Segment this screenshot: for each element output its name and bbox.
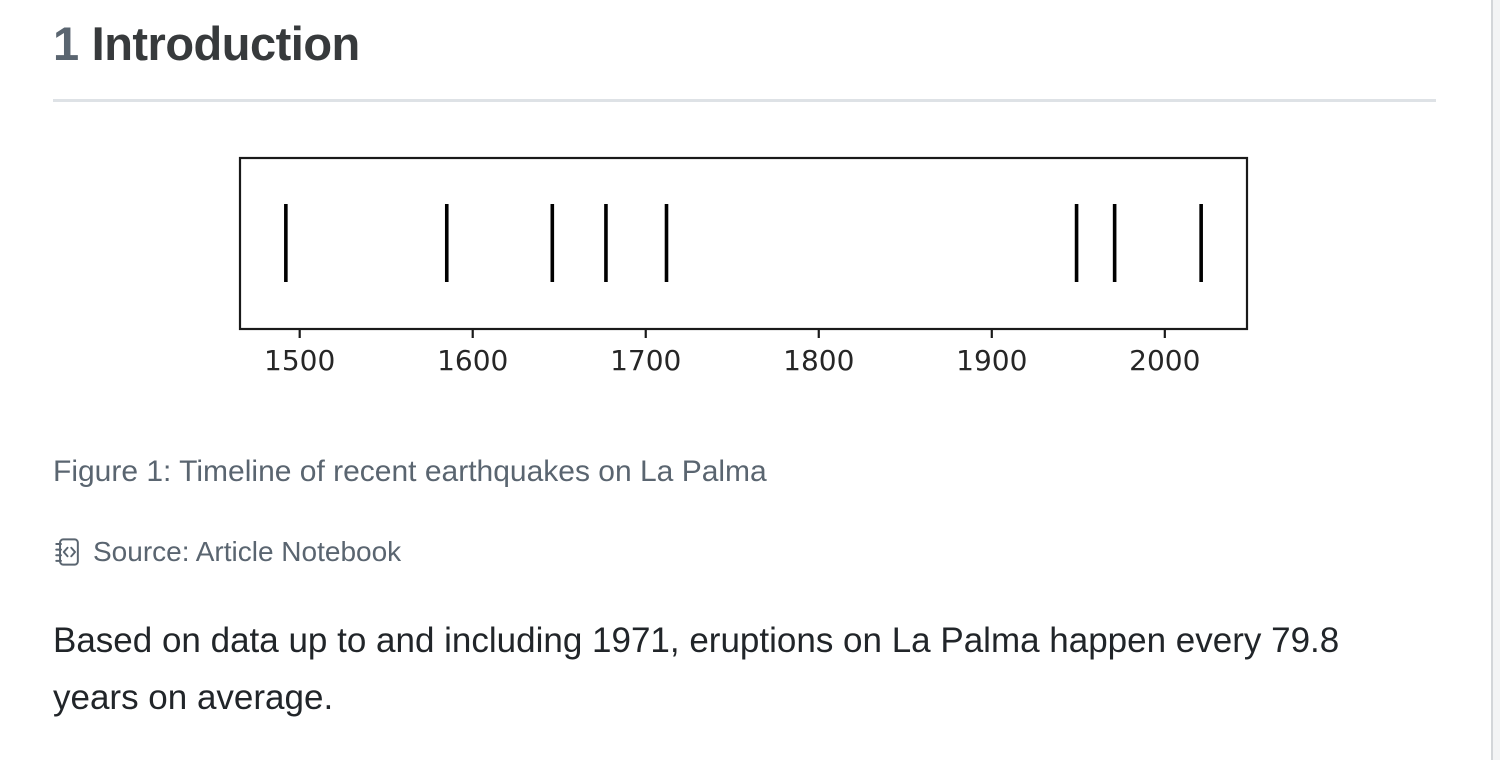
x-tick-label-1800: 1800 [783,344,854,377]
journal-code-icon [53,537,83,567]
source-text: Source: Article Notebook [93,536,402,568]
x-tick-label-1600: 1600 [437,344,508,377]
figure-1: 1500 1600 1700 1800 1900 2000 Figure 1: Timel… [53,129,1436,490]
x-tick-label-1900: 1900 [956,344,1027,377]
section-title: Introduction [91,17,361,70]
scrollbar[interactable] [1491,0,1500,760]
x-axis-tick-labels: 1500 1600 1700 1800 1900 2000 [264,344,1200,377]
heading-divider [53,99,1436,103]
figure-caption: Figure 1: Timeline of recent earthquakes… [53,455,767,489]
figure-source-link[interactable]: Source: Article Notebook [53,536,401,568]
x-tick-label-2000: 2000 [1129,344,1200,377]
page-title: 1 Introduction [53,16,1436,72]
section-number: 1 [53,17,79,70]
x-tick-label-1700: 1700 [610,344,681,377]
event-marks [284,204,1203,283]
x-tick-label-1500: 1500 [264,344,335,377]
plot-border [238,157,1249,331]
body-paragraph: Based on data up to and including 1971, … [53,621,1340,718]
x-axis-ticks [298,329,1166,339]
article-content: 1 Introduction 1500 1600 1700 1800 1900 2000 F… [53,16,1436,718]
timeline-chart: 1500 1600 1700 1800 1900 2000 [238,157,1249,377]
